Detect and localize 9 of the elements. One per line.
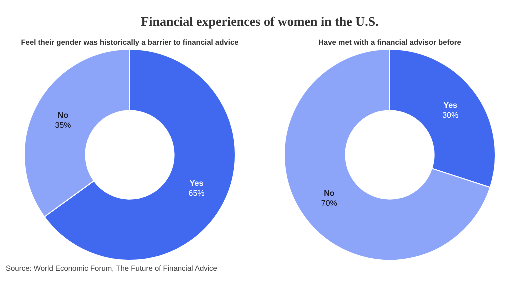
data-label: 70% xyxy=(321,199,338,208)
data-label: 30% xyxy=(442,111,459,120)
data-label: 65% xyxy=(188,189,205,198)
slice-label: Yes xyxy=(190,179,204,188)
slice-label: No xyxy=(324,189,335,198)
data-label: 35% xyxy=(55,121,72,130)
slice-label: No xyxy=(58,111,69,120)
chart-title: Financial experiences of women in the U.S. xyxy=(140,14,380,30)
slice-label: Yes xyxy=(444,101,458,110)
